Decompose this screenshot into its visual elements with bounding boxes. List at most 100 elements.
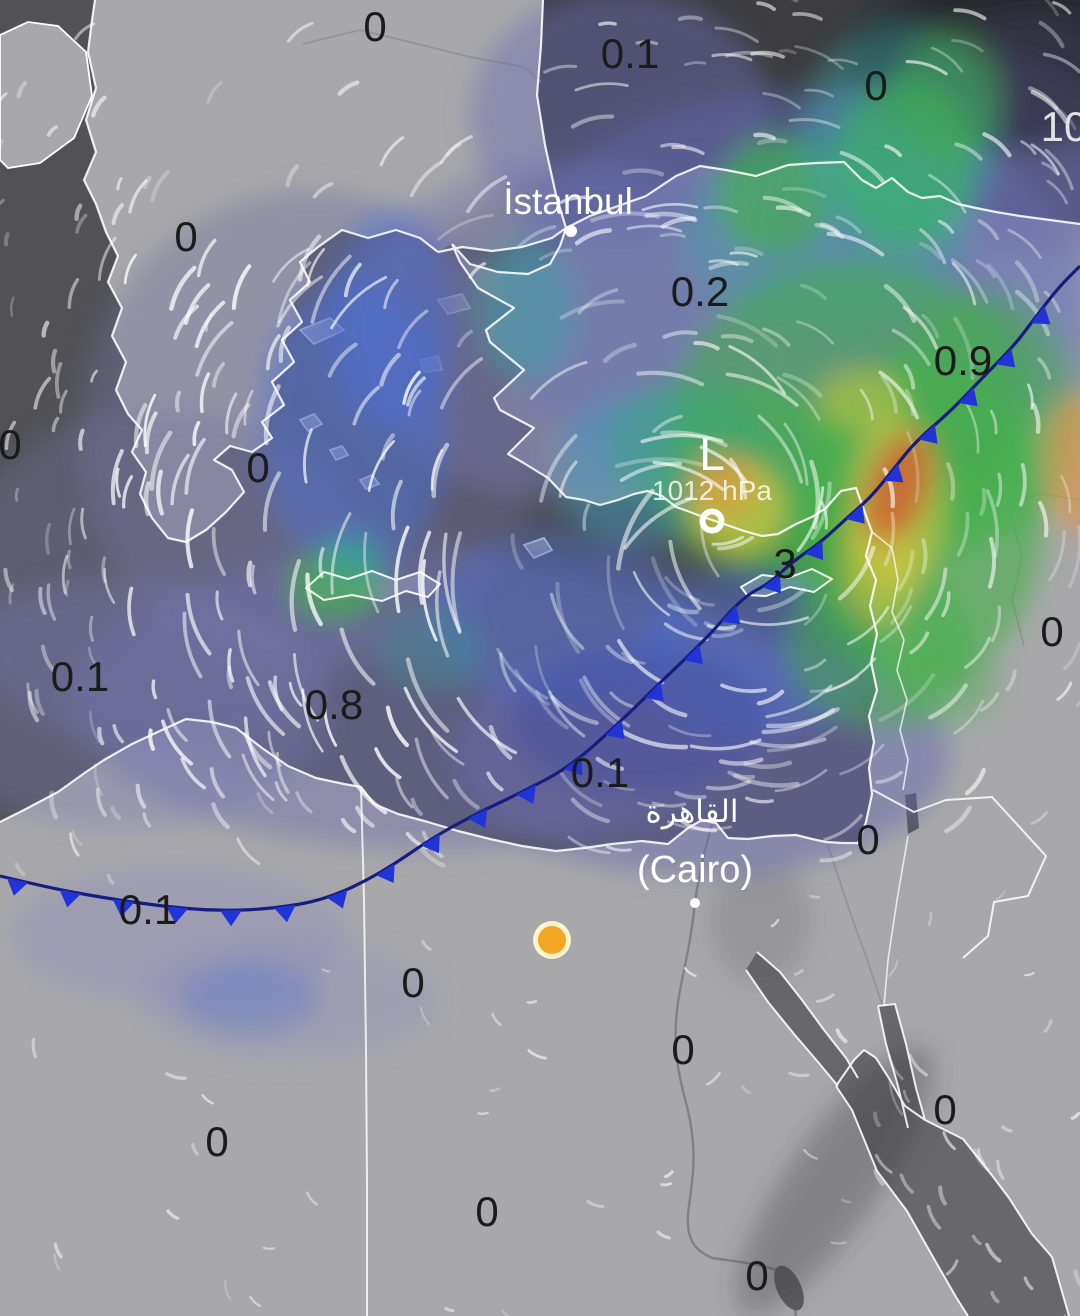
wind-streak [75,213,88,234]
wind-streak [837,545,876,601]
wind-streak [1005,669,1017,692]
wind-streak [683,966,697,978]
wind-streak [904,388,915,417]
wind-streak [397,309,429,350]
cold-front-triangle [884,463,904,483]
wind-streak [775,205,811,217]
wind-streak [27,690,40,723]
wind-streak [558,460,578,498]
wind-streak [577,288,619,315]
wind-streak [191,1143,200,1156]
wind-streak [285,164,300,188]
precip-cell [180,963,320,1033]
wind-streak [1044,0,1059,17]
wind-streak [727,770,756,780]
wind-streak [804,88,834,98]
wind-streak [201,1094,214,1105]
wind-streak [725,372,799,407]
wind-streak [859,389,874,421]
wind-streak [211,526,227,577]
precip-cell [817,368,907,432]
wind-streak [667,603,700,615]
wind-streak [750,50,785,59]
wind-streak [788,118,841,129]
wind-streak [491,1012,502,1027]
border-libya-egypt [360,786,368,1316]
wind-streak [781,186,827,199]
wind-streak [330,512,352,595]
wind-streak [570,797,611,824]
wind-streak [1030,811,1048,825]
wind-streak [555,581,581,654]
wind-streak [880,374,899,414]
wind-streak [287,21,314,43]
wind-streak [212,362,226,388]
cold-front-triangle [721,605,741,625]
coast-black-sea [535,0,1080,229]
wind-streak [211,802,230,830]
wind-streak [783,422,809,486]
wind-streak [183,283,211,325]
wind-streak [614,457,707,469]
wind-streak [595,756,625,772]
wind-streak [174,390,181,413]
precip-value-label: 0.1 [571,749,629,796]
wind-streak [706,1071,721,1086]
wind-streak [819,851,853,863]
low-pressure-symbol[interactable]: L [699,428,725,480]
wind-streak [207,699,232,759]
wind-streak [749,737,827,749]
wind-streak [486,771,504,792]
wind-streak [527,1049,547,1060]
wind-streak [744,796,774,804]
wind-streak [1062,642,1080,671]
wind-streak [951,261,977,306]
wind-streak [734,246,764,256]
wind-streak [116,177,123,191]
wind-streak [659,232,686,238]
wind-streak [38,586,47,616]
location-marker[interactable] [538,926,566,954]
wind-streak [262,1246,276,1250]
wind-streak [272,247,310,283]
wind-streak [899,1173,914,1194]
wind-streak [379,136,405,167]
wind-streak [1024,971,1035,977]
wind-streak [9,296,15,317]
wind-streak [549,592,585,651]
wind-streak [921,313,940,339]
wind-streak [318,547,325,579]
wind-streak [1043,290,1061,313]
precip-value-label: 0.1 [51,653,109,700]
low-pressure-marker[interactable] [699,508,725,534]
wind-streak [802,1148,818,1160]
wind-streak [788,1071,810,1078]
wind-streak [667,820,732,831]
wind-streak [684,61,707,67]
wind-streak [394,525,410,614]
wind-streak [677,15,703,21]
wind-streak [977,219,1000,241]
wind-streak [979,692,1000,712]
cold-front-triangle [804,540,824,560]
wind-streak [650,556,698,627]
wind-streak [582,675,631,728]
cold-front-triangle [467,808,488,828]
wind-streak [405,376,426,407]
wind-streak [1038,20,1065,49]
wind-streak [112,724,125,744]
wind-streak [0,92,8,101]
wind-streak [1052,1,1072,15]
wind-streak [888,959,899,978]
wind-streak [352,385,381,426]
cold-front-triangle [644,682,664,702]
wind-streak [928,173,967,214]
wind-streak [321,968,331,973]
wind-streak [243,716,267,778]
wind-streak [622,168,665,177]
wind-streak [305,1191,318,1206]
wind-streak [924,567,948,621]
